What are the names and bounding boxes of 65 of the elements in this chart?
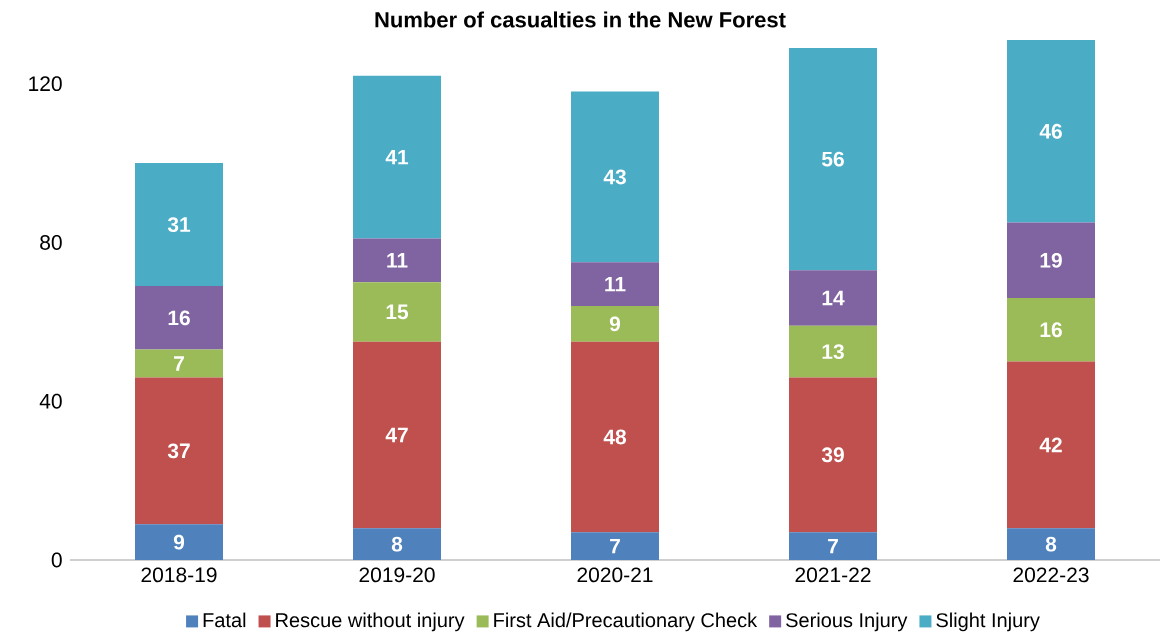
data-label: 11: [605, 276, 626, 292]
data-label: 56: [821, 151, 844, 167]
data-label: 8: [1045, 536, 1057, 552]
bar: [571, 262, 660, 306]
data-label: 13: [822, 344, 844, 359]
legend-label: Slight Injury: [936, 612, 1040, 632]
bar: [789, 325, 878, 378]
legend-label: Serious Injury: [786, 612, 908, 632]
data-label: 16: [1040, 322, 1062, 338]
data-label: 43: [603, 169, 626, 185]
bar: [571, 341, 660, 533]
y-tick-label: 120: [29, 76, 62, 91]
bar: [135, 524, 224, 560]
data-label: 16: [168, 310, 190, 326]
bar: [353, 75, 442, 239]
legend-label: Fatal: [203, 612, 246, 628]
data-label: 11: [387, 252, 408, 268]
bar: [571, 532, 660, 560]
data-label: 42: [1039, 437, 1062, 453]
bar: [1007, 361, 1095, 529]
y-tick-label: 80: [40, 234, 62, 250]
bar: [1007, 297, 1095, 362]
bar: [353, 238, 442, 283]
bar: [1007, 528, 1095, 560]
data-label: 15: [386, 304, 409, 320]
data-label: 19: [1040, 252, 1062, 268]
data-label: 9: [609, 316, 621, 332]
y-tick-label: 40: [39, 393, 62, 409]
bar: [571, 91, 660, 263]
data-label: 41: [385, 149, 409, 165]
x-tick-label: 2020-21: [577, 567, 653, 583]
legend-label: Rescue without injury: [276, 612, 465, 632]
data-label: 7: [174, 356, 184, 371]
bar: [135, 285, 224, 350]
bar: [135, 377, 224, 525]
bar: [1007, 39, 1095, 223]
data-label: 14: [822, 290, 845, 306]
x-tick-label: 2018-19: [141, 567, 217, 583]
x-tick-label: 2022-23: [1013, 567, 1089, 583]
bar: [789, 47, 878, 271]
data-label: 47: [385, 427, 408, 443]
bar: [789, 377, 878, 533]
bar: [135, 162, 224, 286]
data-label: 37: [167, 443, 190, 459]
data-label: 46: [1039, 123, 1062, 139]
bar: [1007, 222, 1095, 298]
data-label: 7: [828, 538, 838, 554]
bar: [135, 349, 224, 378]
x-tick-label: 2019-20: [359, 567, 435, 583]
data-label: 48: [603, 429, 627, 445]
x-tick-label: 2021-22: [795, 567, 871, 583]
bar: [353, 282, 442, 342]
data-label: 8: [391, 536, 403, 552]
data-label: 9: [173, 534, 185, 550]
bar: [789, 270, 878, 326]
legend-label: First Aid/Precautionary Check: [494, 612, 758, 632]
bar: [353, 341, 442, 529]
bar: [571, 305, 660, 342]
data-label: 39: [821, 447, 844, 463]
y-tick-label: 0: [51, 552, 62, 568]
bar: [353, 528, 442, 560]
bar: [789, 532, 878, 560]
data-label: 7: [610, 538, 620, 554]
data-label: 31: [167, 217, 191, 232]
chart-title: Number of casualties in the New Forest: [375, 11, 786, 28]
